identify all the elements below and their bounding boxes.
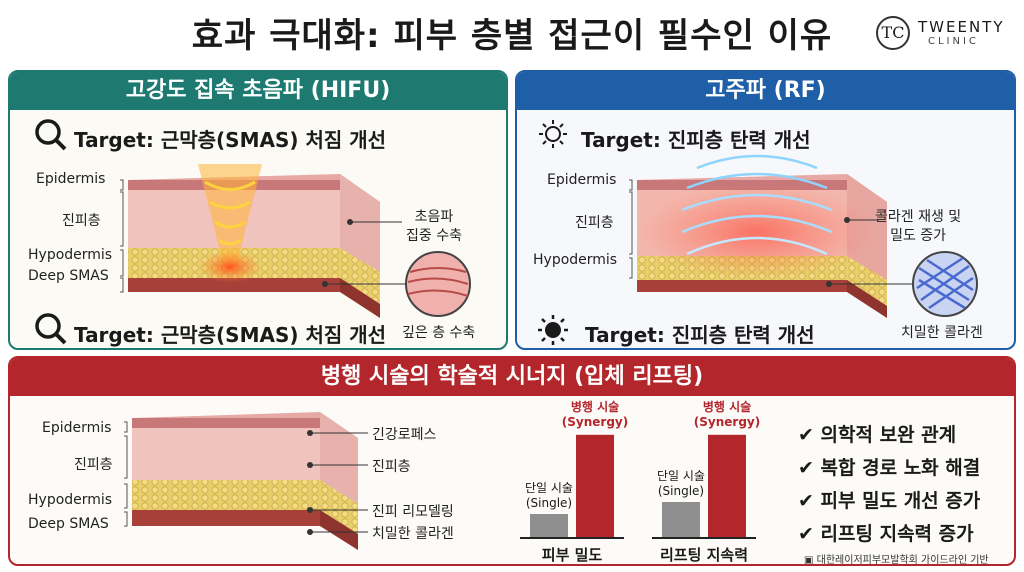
check-text: 피부 밀도 개선 증가 xyxy=(820,490,981,512)
syn-right-label: 긴강로페스 xyxy=(372,427,437,443)
check-text: 의학적 보완 관계 xyxy=(820,424,957,446)
check-item: ✔ 복합 경로 노화 해결 xyxy=(798,457,981,479)
synergy-panel: 병행 시술의 학술적 시너지 (입체 리프팅) 피부 밀도 단일 시술 (Singl… xyxy=(8,356,1016,566)
hifu-illustration xyxy=(35,119,471,345)
rf-inset-label: 치밀한 콜라겐 xyxy=(901,325,983,341)
chart-category-label: 피부 밀도 xyxy=(542,546,603,564)
hifu-panel: 고강도 집속 초음파 (HIFU) xyxy=(8,70,508,350)
hifu-layer-label: Deep SMAS xyxy=(28,268,109,284)
magnifier-icon xyxy=(35,313,67,345)
logo-line1: TWEENTY xyxy=(918,18,1005,36)
clinic-logo: TC TWEENTY CLINIC xyxy=(876,14,1006,54)
synergy-header: 병행 시술의 학술적 시너지 (입체 리프팅) xyxy=(10,358,1014,396)
rf-header: 고주파 (RF) xyxy=(517,72,1014,110)
page-title: 효과 극대화: 피부 층별 접근이 필수인 이유 xyxy=(191,16,833,56)
rf-callout: 콜라겐 재생 및 밀도 증가 xyxy=(875,209,962,244)
rf-panel: 고주파 (RF) xyxy=(515,70,1016,350)
logo-mark: TC xyxy=(876,16,910,50)
syn-right-label: 진피 리모델링 xyxy=(372,504,454,520)
syn-layer-label: Epidermis xyxy=(42,420,112,436)
rf-target-bottom: Target: 진피층 탄력 개선 xyxy=(585,323,815,347)
smas-layer xyxy=(128,278,340,292)
magnifier-icon xyxy=(35,119,67,151)
focus-point-icon xyxy=(198,251,262,283)
chart-synergy-label: 병행 시술 (Synergy) xyxy=(562,399,628,429)
syn-right-label: 치밀한 콜라겐 xyxy=(372,526,454,542)
syn-layer-label: 진피층 xyxy=(74,457,113,473)
chart-bar xyxy=(576,434,614,538)
ultrasound-beam-icon xyxy=(198,164,262,267)
sun-filled-icon xyxy=(538,315,568,345)
hifu-callout: 초음파 집중 수축 xyxy=(406,209,462,244)
hifu-layer-label: 진피층 xyxy=(62,213,101,229)
synergy-illustration: 피부 밀도 단일 시술 (Single) 병행 시술 (Synergy) 리프팅 지속력 단… xyxy=(124,399,760,564)
hifu-layer-label: Epidermis xyxy=(36,171,106,187)
check-text: 리프팅 지속력 증가 xyxy=(820,523,974,545)
rf-target-top: Target: 진피층 탄력 개선 xyxy=(581,128,811,152)
check-item: ✔ 리프팅 지속력 증가 xyxy=(798,523,974,545)
chart-synergy-label: 병행 시술 (Synergy) xyxy=(694,399,760,429)
footnote: ▣ 대한레이저피부모발학회 가이드라인 기반 xyxy=(804,555,989,566)
syn-layer-label: Deep SMAS xyxy=(28,516,109,532)
chart-single-label: 단일 시술 (Single) xyxy=(657,469,705,498)
syn-right-label: 진피층 xyxy=(372,459,411,475)
footnote-text: 대한레이저피부모발학회 가이드라인 기반 xyxy=(816,555,989,566)
chart-bar xyxy=(662,502,700,538)
logo-line2: CLINIC xyxy=(928,36,979,47)
hifu-header: 고강도 집속 초음파 (HIFU) xyxy=(10,72,506,110)
rf-layer-label: Epidermis xyxy=(547,172,617,188)
rf-heat-zone-icon xyxy=(637,184,877,280)
synergy-bar-chart: 피부 밀도 단일 시술 (Single) 병행 시술 (Synergy) 리프팅 지속력 단… xyxy=(520,399,760,564)
check-item: ✔ 의학적 보완 관계 xyxy=(798,424,957,446)
hifu-inset-label: 깊은 층 수축 xyxy=(402,325,476,341)
syn-layer-label: Hypodermis xyxy=(28,492,113,508)
sun-outline-icon xyxy=(539,120,567,148)
hifu-target-bottom: Target: 근막층(SMAS) 처짐 개선 xyxy=(74,323,387,347)
rf-illustration xyxy=(538,120,978,345)
check-text: 복합 경로 노화 해결 xyxy=(820,457,981,479)
rf-layer-label: 진피층 xyxy=(575,215,614,231)
chart-single-label: 단일 시술 (Single) xyxy=(525,481,573,510)
chart-bar xyxy=(708,434,746,538)
hifu-layer-label: Hypodermis xyxy=(28,247,113,263)
check-item: ✔ 피부 밀도 개선 증가 xyxy=(798,490,981,512)
chart-bar xyxy=(530,514,568,538)
chart-category-label: 리프팅 지속력 xyxy=(660,546,748,564)
contraction-inset xyxy=(405,251,471,317)
rf-layer-label: Hypodermis xyxy=(533,252,618,268)
hifu-target-top: Target: 근막층(SMAS) 처짐 개선 xyxy=(74,128,387,152)
